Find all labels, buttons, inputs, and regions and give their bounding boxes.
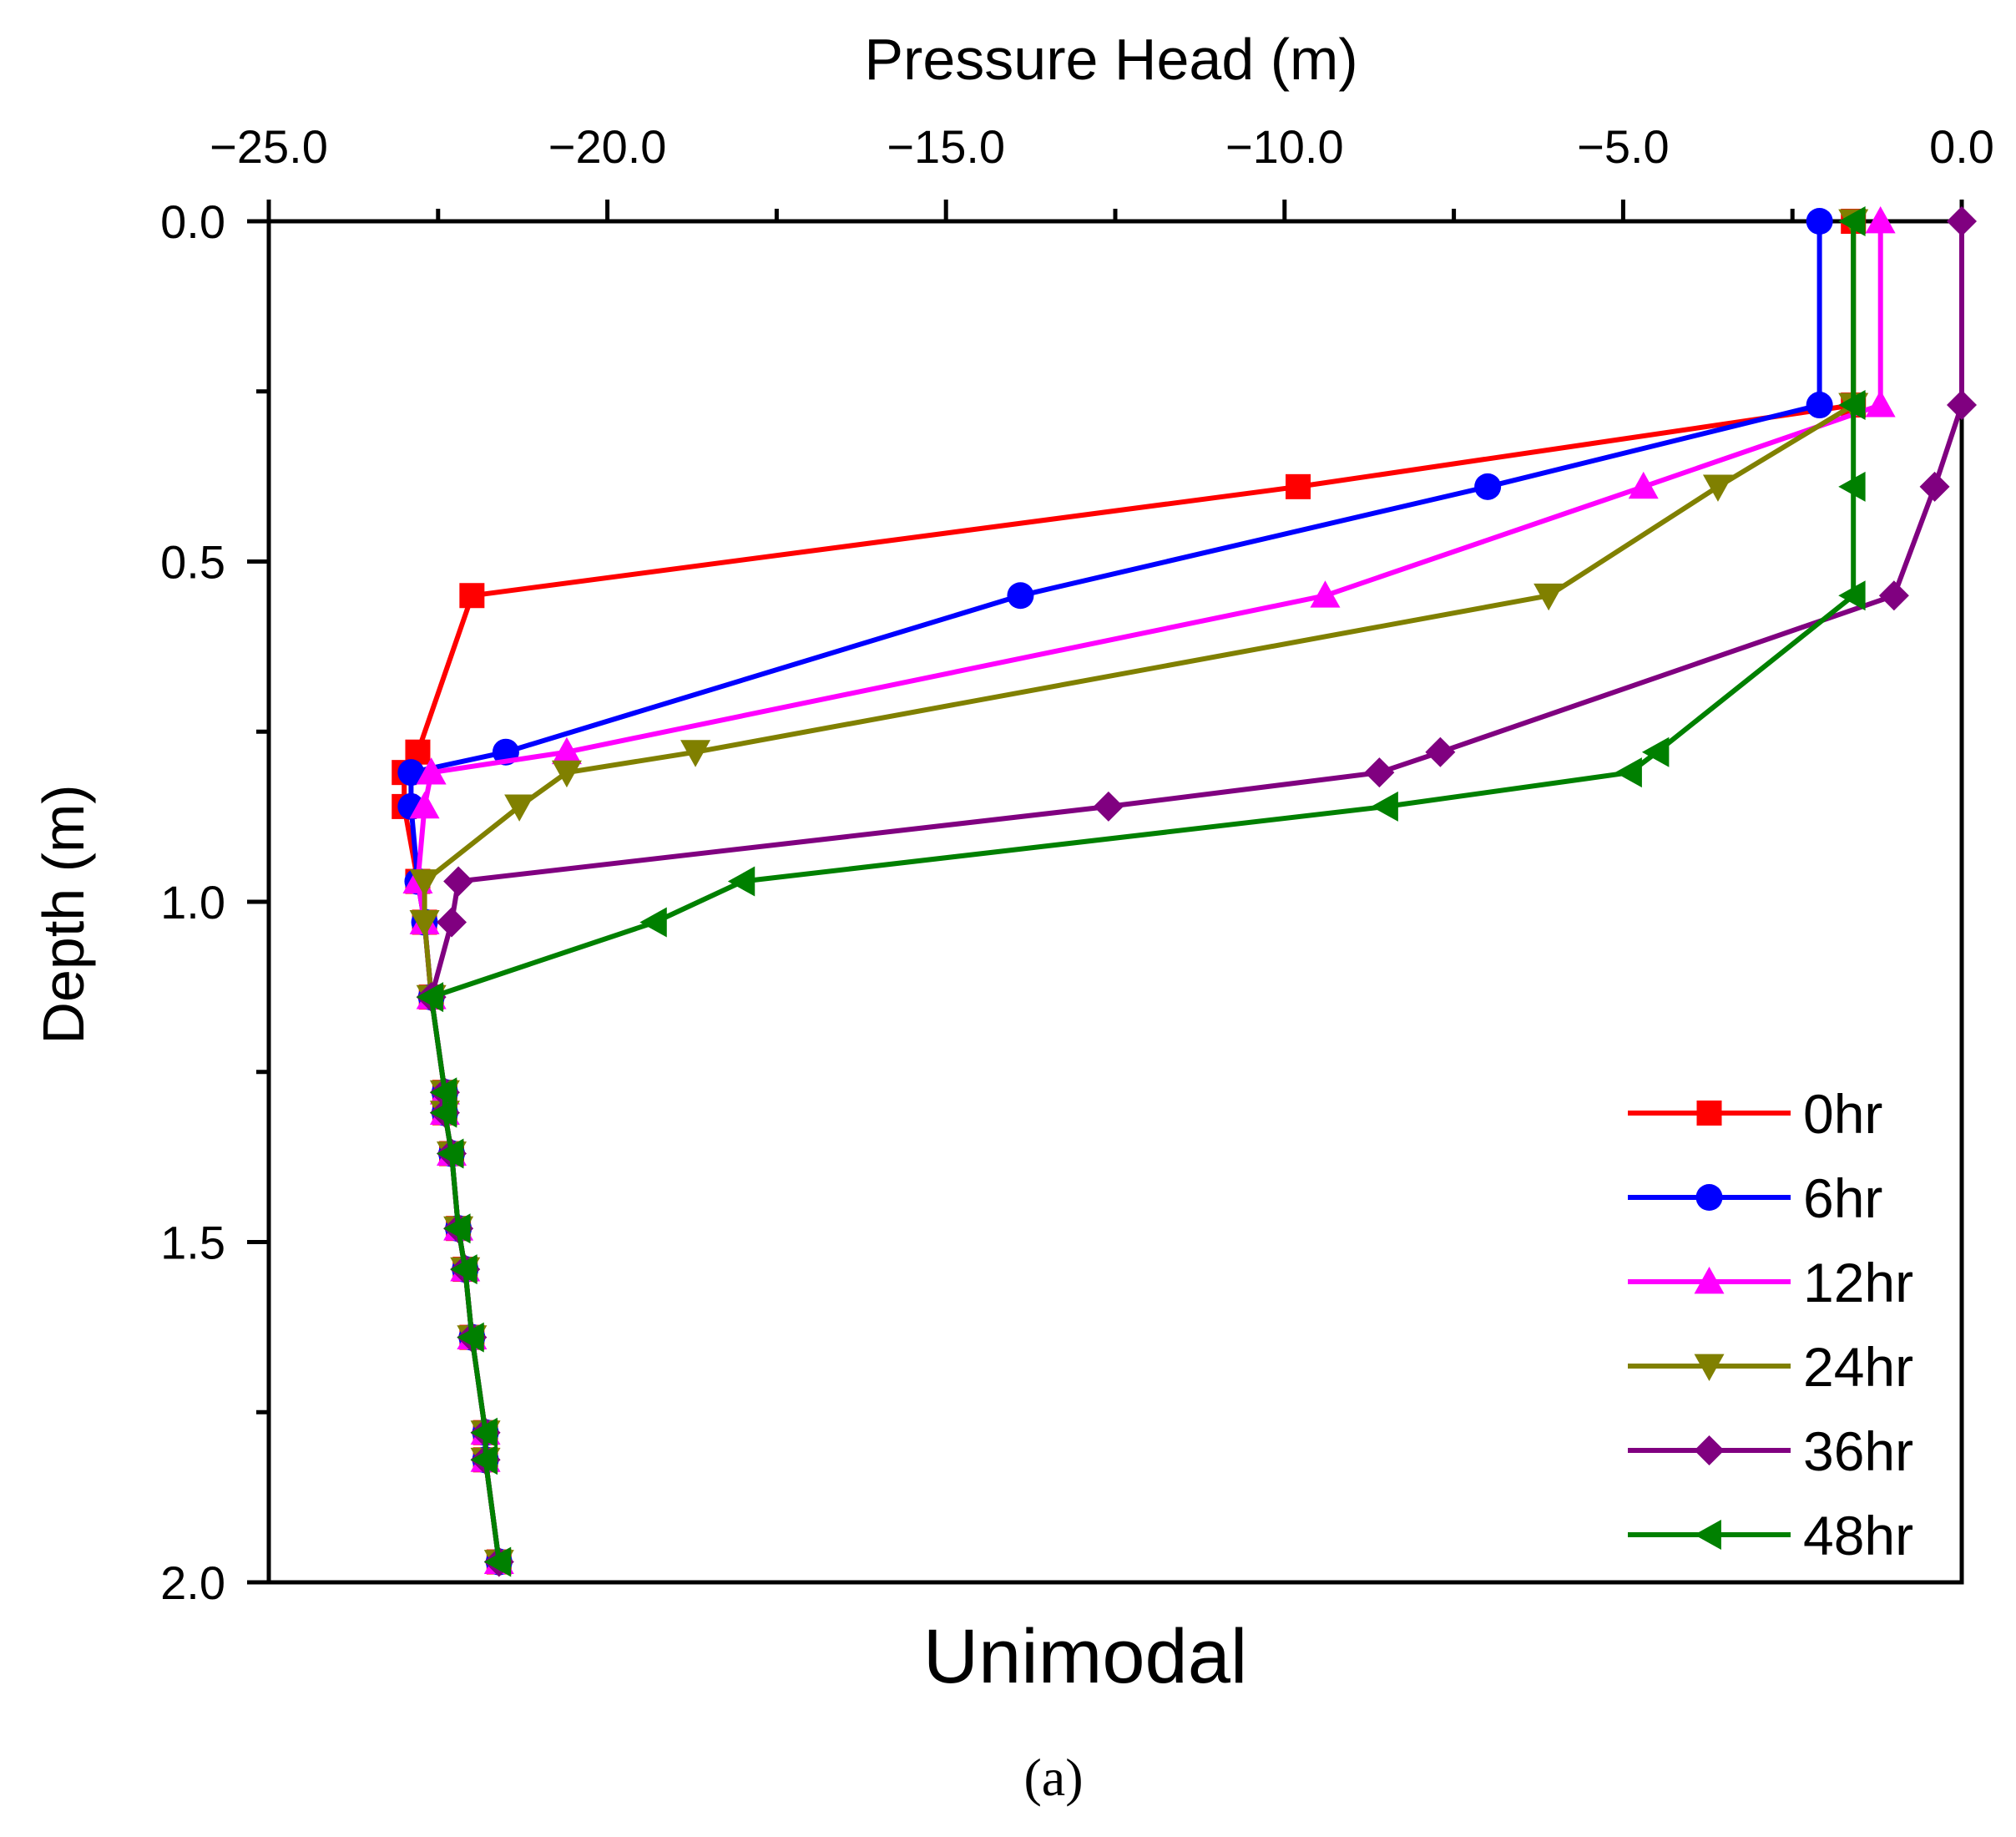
data-point-24hr [409,910,440,938]
legend-label: 0hr [1803,1083,1882,1145]
legend-marker [1694,1520,1721,1550]
data-point-48hr [470,1417,498,1448]
data-point-48hr [1838,471,1866,502]
data-point-36hr [1947,206,1977,236]
legend-label: 6hr [1803,1167,1882,1229]
legend-item-24hr: 24hr [1628,1336,1913,1398]
data-point-24hr [551,760,582,788]
legend-marker [1696,1101,1722,1126]
legend-marker [1694,1435,1725,1465]
data-point-24hr [409,869,440,897]
data-point-36hr [443,866,474,897]
series-0hr [392,209,1867,1575]
data-point-36hr [1947,390,1977,421]
data-point-48hr [429,1077,457,1108]
data-point-48hr [457,1322,484,1353]
data-point-48hr [483,1546,512,1577]
legend-label: 36hr [1803,1420,1913,1482]
data-point-36hr [437,907,467,938]
legend-item-0hr: 0hr [1628,1083,1882,1145]
data-point-36hr [1878,580,1909,611]
panel-label: (a) [1023,1748,1083,1807]
legend-label: 24hr [1803,1336,1913,1398]
legend-item-12hr: 12hr [1628,1252,1913,1313]
series-24hr [409,209,1869,1577]
data-point-0hr [1286,473,1311,499]
series-48hr [416,206,1866,1577]
data-point-48hr [470,1445,498,1475]
series-line-6hr [408,221,1822,1562]
data-point-36hr [1425,736,1456,767]
data-point-48hr [727,866,755,897]
x-tick-label: 0.0 [1929,120,1994,173]
legend-marker [1695,1184,1723,1211]
data-point-0hr [459,583,485,609]
x-axis-title: Pressure Head (m) [864,27,1357,92]
series-line-24hr [422,221,1857,1562]
data-point-6hr [1806,208,1833,235]
data-point-36hr [1093,791,1124,822]
data-point-6hr [1474,473,1502,500]
data-point-12hr [1628,471,1659,499]
data-point-36hr [1364,757,1395,788]
series-6hr [397,208,1833,1576]
y-axis-title: Depth (m) [31,784,96,1044]
data-point-6hr [1806,392,1833,419]
x-tick-label: −25.0 [210,120,328,173]
y-tick-label: 1.5 [160,1217,225,1269]
data-point-36hr [1919,471,1950,502]
series-line-12hr [415,221,1883,1562]
data-point-12hr [1865,206,1896,234]
legend-item-48hr: 48hr [1628,1505,1913,1566]
data-point-12hr [551,736,582,765]
x-tick-label: −5.0 [1577,120,1670,173]
data-point-48hr [1838,206,1866,236]
y-tick-label: 2.0 [160,1556,225,1609]
data-point-24hr [680,740,711,767]
data-point-24hr [504,794,535,822]
data-point-48hr [416,982,444,1013]
legend-label: 48hr [1803,1505,1913,1566]
chart-caption: Unimodal [923,1614,1248,1699]
legend-item-6hr: 6hr [1628,1167,1882,1229]
x-tick-label: −10.0 [1225,120,1344,173]
data-point-12hr [1310,580,1341,608]
y-tick-label: 0.0 [160,195,225,248]
data-point-48hr [443,1213,471,1244]
data-point-48hr [1838,390,1866,421]
y-tick-label: 0.5 [160,536,225,589]
data-point-6hr [1007,582,1034,610]
series-12hr [402,206,1896,1574]
data-point-48hr [450,1254,477,1285]
data-point-12hr [416,757,447,785]
series-36hr [416,206,1977,1577]
legend-marker [1694,1267,1725,1294]
legend-item-36hr: 36hr [1628,1420,1913,1482]
data-point-48hr [639,907,667,938]
data-point-12hr [409,791,440,819]
y-tick-label: 1.0 [160,876,225,929]
data-point-48hr [1641,736,1670,767]
data-point-48hr [1614,757,1642,788]
legend-marker [1694,1354,1725,1381]
legend-label: 12hr [1803,1252,1913,1313]
data-point-48hr [437,1138,464,1169]
data-point-24hr [1702,474,1733,502]
data-point-48hr [1371,791,1398,822]
data-point-6hr [397,759,425,787]
x-tick-label: −15.0 [887,120,1005,173]
data-point-48hr [429,1097,457,1128]
series-line-48hr [428,221,1857,1562]
x-tick-label: −20.0 [548,120,667,173]
series-line-0hr [402,221,1857,1562]
data-point-48hr [1838,580,1866,611]
data-point-12hr [1865,390,1896,418]
data-point-24hr [1533,583,1564,611]
